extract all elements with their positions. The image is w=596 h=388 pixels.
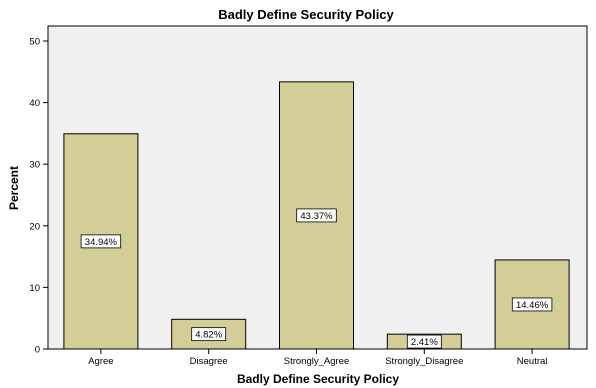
bars: 34.94% 4.82% 43.37% 2.41% 14.46% (63, 81, 570, 350)
x-axis-label: Badly Define Security Policy (237, 372, 399, 386)
y-tick-label: 0 (35, 345, 40, 356)
data-label-box (406, 334, 442, 349)
data-label: 4.82% (195, 330, 222, 341)
x-tick-label: Strongly_Disagree (385, 356, 463, 367)
y-axis-label: Percent (7, 166, 21, 210)
x-tick-label: Neutral (517, 356, 548, 367)
y-tick-label: 10 (29, 283, 40, 294)
y-tick-label: 40 (29, 98, 40, 109)
data-label: 2.41% (411, 337, 438, 348)
data-label-box (296, 208, 337, 223)
data-label-box (191, 327, 227, 342)
x-tick-label: Disagree (190, 356, 228, 367)
x-axis: Agree Disagree Strongly_Agree Strongly_Disa… (88, 349, 547, 367)
data-label: 34.94% (85, 237, 118, 248)
y-tick-label: 50 (29, 37, 40, 48)
data-label: 43.37% (300, 211, 333, 222)
y-tick-label: 30 (29, 160, 40, 171)
chart-title: Badly Define Security Policy (218, 7, 394, 22)
x-tick-label: Agree (88, 356, 113, 367)
y-tick-label: 20 (29, 221, 40, 232)
x-tick-label: Strongly_Agree (284, 356, 349, 367)
y-axis: 0 10 20 30 40 50 (29, 37, 48, 356)
data-label: 14.46% (516, 300, 549, 311)
data-label-box (80, 234, 122, 249)
data-label-box (511, 297, 553, 312)
